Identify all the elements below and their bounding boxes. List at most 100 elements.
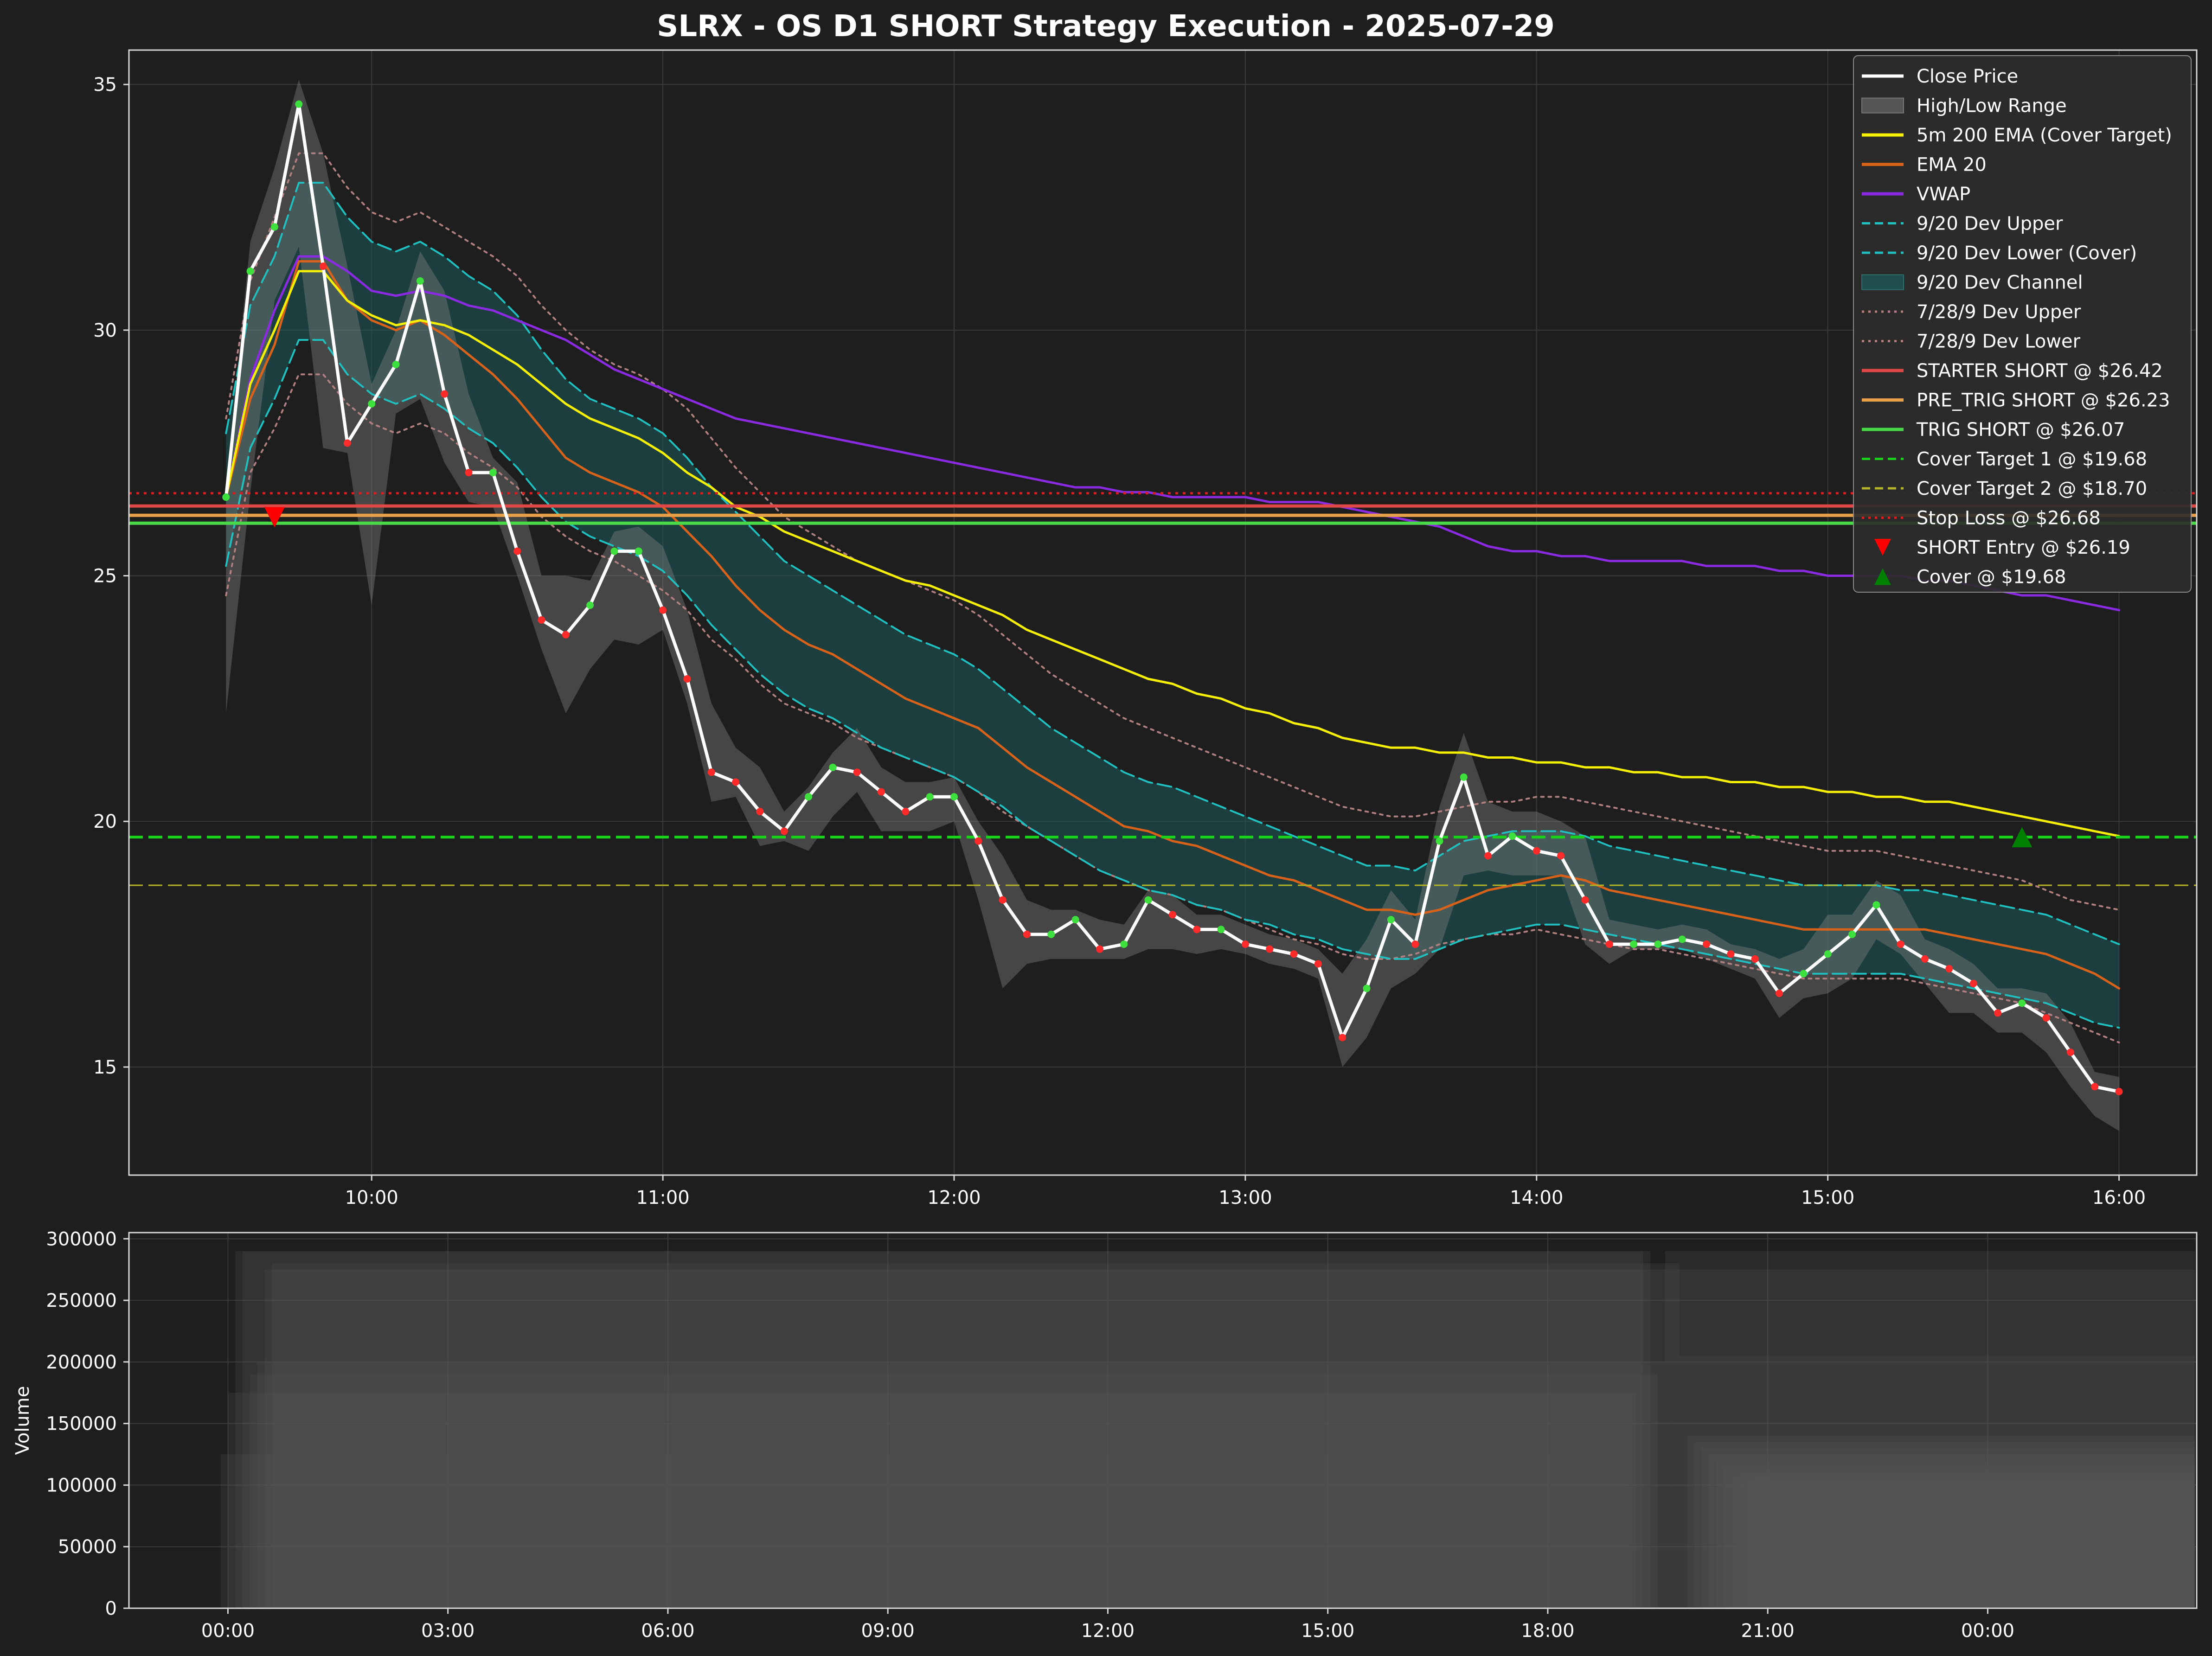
close-point [1508,832,1516,840]
close-point [1994,1009,2001,1017]
close-point [1703,940,1711,948]
series-5m-200-ema-cover-target [224,270,2121,838]
close-point [1193,926,1201,933]
volume-bar [1694,1442,2195,1608]
close-point [756,808,764,816]
volume-y-tick-label: 300000 [46,1228,117,1250]
close-point [586,601,594,609]
close-point [999,896,1007,904]
close-point [222,493,230,501]
legend-entry: 5m 200 EMA (Cover Target) [1917,125,2172,146]
close-point [270,223,278,231]
close-point [1727,950,1735,958]
close-point [562,631,570,639]
price-panel: 15 20 25 30 35 10:00 11:00 12:00 13:00 14:00 15:00… [93,49,2198,1208]
volume-bar [1687,1436,2195,1608]
price-axes-frame [128,49,2198,1176]
volume-bar [1731,1475,2195,1608]
volume-x-tick-label: 12:00 [1081,1620,1135,1642]
volume-bar [1973,1550,2195,1608]
legend-entry: STARTER SHORT @ $26.42 [1917,360,2163,382]
volume-bar [1907,1507,2195,1608]
volume-bar [243,1251,1651,1608]
close-point [1824,950,1832,958]
volume-bar [2083,1571,2195,1608]
volume-ylabel: Volume [12,1386,33,1455]
close-point [975,837,982,845]
volume-bar [1753,1479,2195,1608]
close-point [1800,970,1808,978]
y-tick-label: 35 [93,74,117,96]
close-point [392,361,400,369]
volume-axes-frame [128,1232,2198,1609]
legend-entry: Cover Target 1 @ $19.68 [1917,449,2147,470]
volume-plot-area [220,1251,2195,1608]
close-point [1071,916,1079,924]
volume-bar [272,1263,1680,1608]
close-point [1581,896,1589,904]
legend-entry: Stop Loss @ $26.68 [1917,508,2101,529]
legend-entry: 7/28/9 Dev Lower [1917,331,2081,352]
volume-bar [1665,1251,2195,1608]
volume-bar [1775,1480,2195,1608]
volume-x-tick-label: 00:00 [1961,1620,2014,1642]
close-point [489,469,497,477]
y-tick-label: 30 [93,320,117,341]
legend-handle [1874,568,1891,585]
series-ema-20 [224,260,2121,990]
volume-bar [264,1269,1673,1608]
x-tick-label: 13:00 [1218,1187,1272,1208]
close-point [926,793,934,801]
close-point [853,768,861,776]
volume-bar [1672,1269,2195,1608]
volume-bar [1834,1491,2195,1608]
volume-x-tick-label: 21:00 [1741,1620,1795,1642]
volume-y-tick-label: 200000 [46,1352,117,1373]
close-point [1047,930,1055,938]
volume-bar [1819,1485,2195,1608]
volume-bar [2090,1573,2195,1608]
legend-handle [1861,274,1904,290]
volume-bar [235,1251,1643,1608]
legend-entry: 9/20 Dev Upper [1917,213,2063,235]
volume-bar [250,1374,1658,1608]
volume-bar [1841,1491,2195,1608]
close-point [1217,926,1225,933]
volume-bar [1995,1554,2195,1608]
close-point [1678,935,1686,943]
close-point [732,778,740,786]
volume-y-tick-label: 50000 [58,1536,117,1558]
volume-panel: 0 50000 100000 150000 200000 250000 300000 00:0… [12,1228,2198,1642]
volume-y-tick-label: 100000 [46,1475,117,1496]
volume-bar [2105,1596,2195,1608]
legend-entry: SHORT Entry @ $26.19 [1917,537,2130,558]
close-point [780,827,788,835]
series-vwap [224,255,2121,612]
volume-bar [1885,1500,2195,1608]
marker-cover-19-68 [2012,827,2032,848]
legend-entry: 9/20 Dev Channel [1917,272,2083,294]
close-point [1605,940,1613,948]
volume-axes-background [129,1233,2197,1608]
close-point [1848,930,1856,938]
volume-bar [1899,1503,2195,1608]
close-point [1484,852,1492,860]
volume-bar [1943,1547,2195,1608]
close-point [1144,896,1152,904]
close-point [610,547,618,555]
close-point [1872,901,1880,909]
legend-entry: Close Price [1917,66,2018,87]
volume-bar [1951,1547,2195,1608]
volume-bar [1701,1448,2195,1608]
volume-bar [1936,1524,2195,1608]
close-point [1945,965,1953,973]
x-tick-label: 12:00 [927,1187,981,1208]
volume-bar [257,1362,1665,1608]
dev-channel-band [226,183,2119,1028]
high-low-range-band [226,79,2119,1131]
legend-entry: EMA 20 [1917,154,1987,176]
volume-bar [1892,1500,2195,1608]
close-point [1168,911,1176,919]
volume-bar [2068,1569,2195,1608]
volume-bar [1826,1491,2195,1608]
